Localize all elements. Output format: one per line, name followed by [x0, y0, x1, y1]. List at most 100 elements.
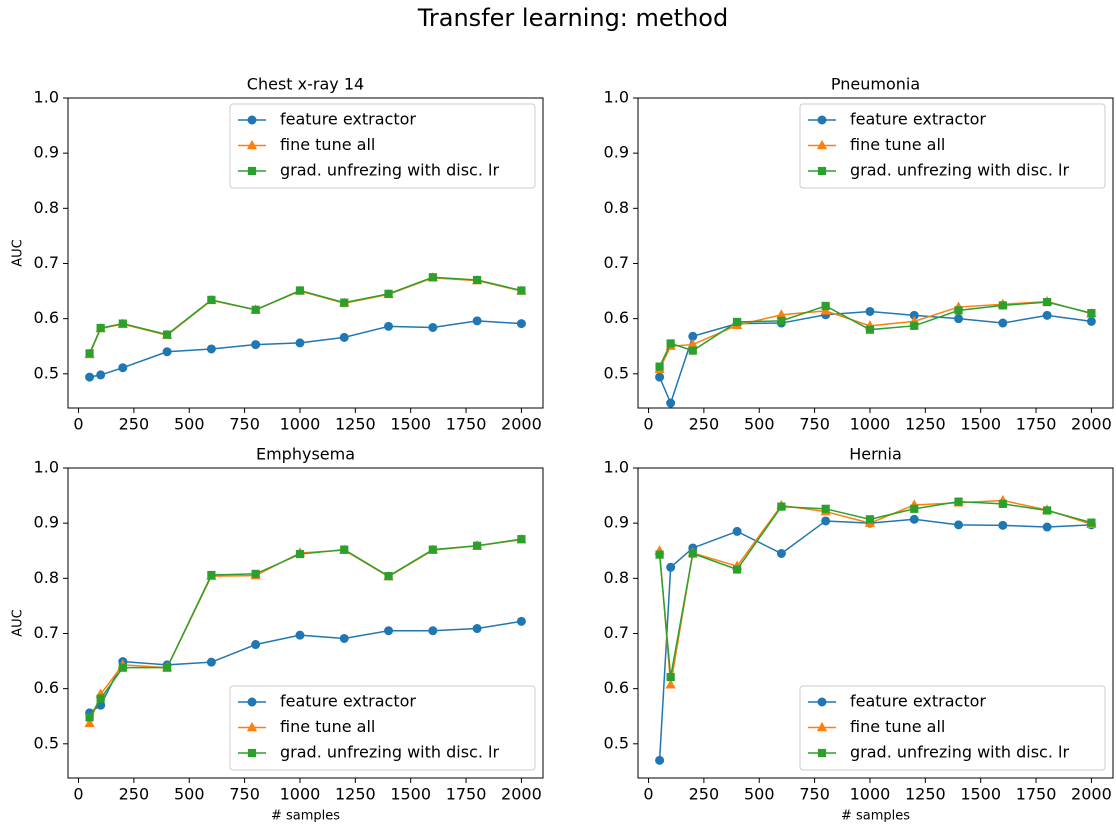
marker: [247, 166, 257, 176]
y-tick-label: 0.6: [604, 678, 629, 697]
marker: [655, 372, 665, 382]
y-tick-label: 0.9: [604, 143, 629, 162]
marker: [118, 319, 127, 328]
marker: [428, 322, 438, 332]
marker: [339, 633, 349, 643]
marker: [865, 306, 875, 316]
marker: [206, 344, 216, 354]
marker: [206, 657, 216, 667]
marker: [666, 562, 676, 572]
x-tick-label: 1500: [390, 415, 431, 434]
marker: [472, 316, 482, 326]
marker: [732, 565, 742, 574]
x-tick-label: 750: [229, 785, 260, 804]
marker: [817, 697, 827, 707]
x-axis-label: # samples: [841, 809, 910, 823]
legend-label: fine tune all: [280, 135, 375, 154]
marker: [295, 338, 305, 348]
marker: [910, 321, 919, 330]
y-tick-label: 0.7: [604, 253, 629, 272]
x-tick-label: 1500: [960, 785, 1001, 804]
marker: [96, 370, 106, 380]
marker: [118, 363, 128, 373]
marker: [688, 346, 697, 355]
x-axis-label: # samples: [271, 809, 340, 823]
marker: [816, 721, 828, 732]
marker: [998, 499, 1007, 508]
legend-label: feature extractor: [850, 110, 986, 129]
axes-frame: [67, 467, 544, 779]
marker: [516, 319, 526, 329]
marker: [295, 630, 305, 640]
legend-label: grad. unfrezing with disc. lr: [850, 161, 1069, 180]
subplot-title: Hernia: [849, 445, 902, 464]
y-tick-label: 0.8: [34, 198, 59, 217]
series-line: [658, 500, 1092, 678]
marker: [777, 502, 786, 511]
marker: [1042, 310, 1052, 320]
marker: [207, 570, 216, 580]
x-tick-label: 1250: [335, 415, 376, 434]
y-tick-label: 0.5: [34, 363, 59, 382]
x-tick-label: 0: [643, 415, 653, 434]
marker: [954, 306, 963, 315]
x-tick-label: 1500: [390, 785, 431, 804]
marker: [777, 316, 786, 325]
marker: [865, 325, 875, 334]
x-tick-label: 0: [73, 415, 83, 434]
axes-frame: [637, 467, 1114, 779]
marker: [1086, 316, 1096, 326]
x-tick-label: 1750: [1016, 785, 1057, 804]
subplot-title: Pneumonia: [831, 75, 920, 94]
x-tick-label: 0: [73, 785, 83, 804]
x-tick-label: 1000: [850, 785, 891, 804]
marker: [384, 321, 394, 331]
marker: [295, 549, 305, 559]
legend-label: fine tune all: [280, 717, 375, 736]
subplot-title: Chest x-ray 14: [247, 75, 364, 94]
marker: [85, 713, 94, 722]
marker: [428, 273, 437, 282]
series-line: [88, 538, 522, 718]
marker: [251, 305, 260, 314]
y-tick-label: 1.0: [34, 88, 59, 107]
x-tick-label: 250: [689, 415, 720, 434]
legend-box: [229, 685, 536, 771]
y-tick-label: 0.8: [34, 568, 59, 587]
legend-box: [799, 685, 1106, 771]
x-tick-label: 750: [229, 415, 260, 434]
marker: [246, 139, 258, 150]
y-tick-label: 0.6: [604, 308, 629, 327]
x-tick-label: 250: [119, 415, 150, 434]
legend-label: feature extractor: [280, 692, 416, 711]
marker: [820, 305, 831, 315]
marker: [666, 672, 675, 682]
marker: [998, 520, 1008, 530]
y-tick-label: 0.9: [604, 513, 629, 532]
y-tick-label: 1.0: [604, 458, 629, 477]
marker: [473, 275, 482, 285]
y-tick-label: 0.9: [34, 143, 59, 162]
marker: [96, 323, 105, 333]
y-tick-label: 0.5: [34, 733, 59, 752]
marker: [251, 340, 261, 350]
marker: [207, 295, 216, 304]
x-tick-label: 500: [174, 785, 205, 804]
x-tick-label: 2000: [1071, 785, 1112, 804]
marker: [517, 535, 526, 544]
marker: [865, 515, 875, 524]
marker: [909, 514, 919, 524]
legend-box: [229, 103, 536, 189]
axes-frame: [67, 97, 544, 409]
y-axis-label: AUC: [11, 609, 26, 637]
y-tick-label: 1.0: [604, 88, 629, 107]
marker: [1087, 518, 1096, 527]
marker: [251, 640, 261, 650]
marker: [1043, 506, 1052, 515]
y-tick-label: 0.6: [34, 678, 59, 697]
legend-label: grad. unfrezing with disc. lr: [280, 161, 499, 180]
y-axis-label: AUC: [11, 239, 26, 267]
marker: [998, 318, 1008, 328]
x-tick-label: 750: [799, 785, 830, 804]
marker: [1043, 297, 1052, 307]
